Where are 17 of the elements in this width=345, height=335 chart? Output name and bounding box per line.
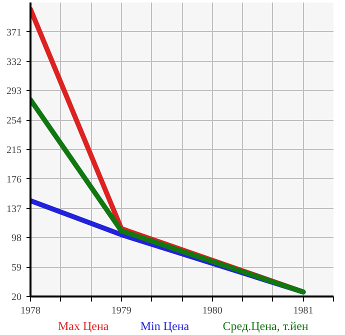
y-tick-label: 59 bbox=[12, 262, 22, 274]
text: Max Цена bbox=[58, 319, 109, 334]
y-tick-label: 254 bbox=[6, 116, 22, 127]
x-tick-label: 1978 bbox=[20, 306, 40, 316]
x-tick-label: 1979 bbox=[111, 306, 132, 316]
y-tick-label: 332 bbox=[6, 56, 22, 68]
y-tick-label: 137 bbox=[6, 204, 22, 215]
y-tick-label: 20 bbox=[12, 292, 22, 303]
text: Сред.Цена, т.йен bbox=[222, 319, 308, 334]
y-tick-label: 98 bbox=[12, 233, 22, 244]
text: Min Цена bbox=[140, 319, 190, 334]
y-tick-label: 371 bbox=[6, 27, 22, 38]
y-tick-label: 215 bbox=[6, 145, 22, 156]
x-tick-label: 1980 bbox=[202, 306, 222, 316]
y-tick-label: 293 bbox=[6, 86, 22, 98]
x-tick-label: 1981 bbox=[293, 306, 314, 316]
y-tick-label: 176 bbox=[6, 174, 22, 186]
